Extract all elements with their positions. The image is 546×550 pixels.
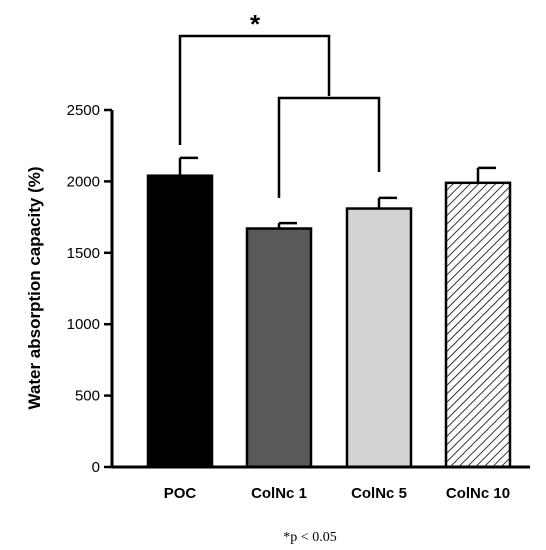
significance-bracket-inner <box>277 96 381 198</box>
p-value-footnote: *p < 0.05 <box>283 530 336 545</box>
bar-poc <box>146 174 214 469</box>
y-axis-title: Water absorption capacity (%) <box>25 166 44 409</box>
x-tick-label: ColNc 10 <box>446 485 510 502</box>
y-tick-label: 1000 <box>67 316 100 333</box>
x-tick-label: POC <box>164 485 197 502</box>
significance-bracket-outer <box>178 34 331 145</box>
y-tick-label: 2500 <box>67 102 100 119</box>
y-tick-label: 1500 <box>67 245 100 262</box>
y-tick-label: 2000 <box>67 173 100 190</box>
bar-colnc-10 <box>444 181 512 469</box>
error-bar-colnc-5 <box>377 196 397 209</box>
bar-colnc-1 <box>245 227 313 469</box>
error-bar-poc <box>178 156 198 176</box>
y-tick-label: 500 <box>75 388 100 405</box>
error-bar-colnc-1 <box>277 221 297 229</box>
y-tick-label: 0 <box>92 459 100 476</box>
bar-colnc-5 <box>345 207 413 469</box>
error-bar-colnc-10 <box>476 166 496 183</box>
x-tick-label: ColNc 5 <box>351 485 407 502</box>
x-tick-label: ColNc 1 <box>251 485 307 502</box>
significance-star: * <box>250 9 261 39</box>
